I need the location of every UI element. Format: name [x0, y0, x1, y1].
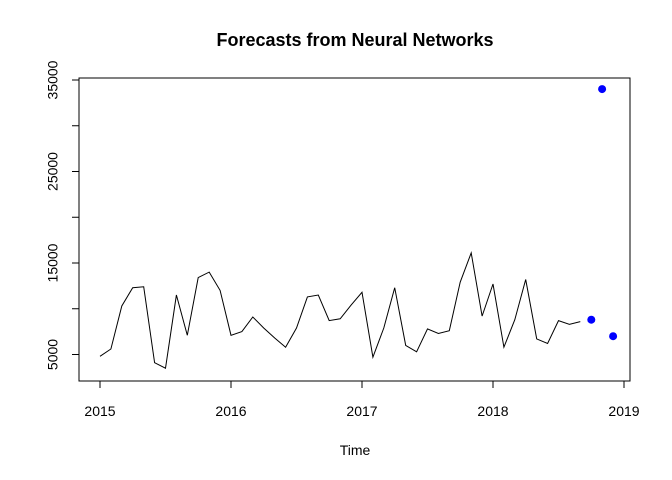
x-axis: 2015 2016 2017 2018 2019 [84, 380, 640, 419]
y-tick-label: 15000 [45, 243, 61, 282]
y-tick-label: 35000 [45, 60, 61, 99]
forecast-point [598, 85, 607, 94]
x-tick-label: 2015 [84, 403, 115, 419]
x-tick-label: 2019 [608, 403, 639, 419]
historical-series-line [99, 250, 581, 369]
x-tick-label: 2017 [346, 403, 377, 419]
chart-title: Forecasts from Neural Networks [216, 30, 493, 50]
x-tick-label: 2016 [215, 403, 246, 419]
series-layer [99, 85, 618, 369]
y-tick-label: 5000 [45, 339, 61, 370]
y-axis: 5000 15000 25000 35000 [45, 60, 80, 370]
y-tick-label: 25000 [45, 152, 61, 191]
x-axis-label: Time [340, 442, 371, 458]
x-tick-label: 2018 [477, 403, 508, 419]
plot-frame [78, 77, 631, 382]
forecast-point [587, 315, 596, 324]
forecast-point [609, 332, 618, 341]
